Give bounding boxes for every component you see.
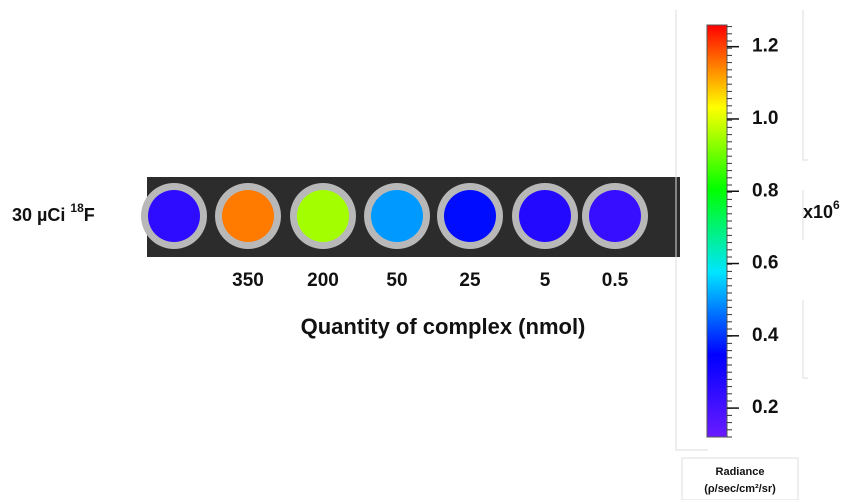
row-label-suffix: F [84, 205, 95, 225]
x-label: Quantity of complex (nmol) [301, 314, 586, 339]
well [148, 190, 200, 242]
colorbar-tick-label: 0.2 [752, 397, 778, 418]
well [444, 190, 496, 242]
colorbar-title: Radiance [716, 466, 765, 478]
colorbar-unit: (ρ/sec/cm²/sr) [704, 483, 776, 495]
x-tick-label: 5 [540, 270, 551, 291]
colorbar [707, 25, 727, 437]
multiplier: x106 [803, 198, 840, 222]
x-tick-label: 50 [386, 270, 407, 291]
colorbar-tick-label: 0.8 [752, 180, 778, 201]
row-label-sup: 18 [70, 201, 84, 215]
x-tick-label: 25 [459, 270, 481, 291]
colorbar-tick-label: 1.0 [752, 108, 778, 129]
x-tick-label: 0.5 [602, 270, 629, 291]
well [519, 190, 571, 242]
multiplier-base: x10 [803, 202, 833, 222]
x-tick-label: 200 [307, 270, 339, 291]
well [222, 190, 274, 242]
colorbar-tick-label: 0.4 [752, 325, 779, 346]
figure: 30 µCi 18F Quantity of complex (nmol) x1… [0, 0, 865, 500]
frame-lines [676, 10, 808, 450]
multiplier-exp: 6 [833, 198, 840, 212]
colorbar-tick-label: 1.2 [752, 36, 778, 57]
x-tick-label: 350 [232, 270, 264, 291]
well [371, 190, 423, 242]
colorbar-tick-label: 0.6 [752, 253, 778, 274]
well [589, 190, 641, 242]
well [297, 190, 349, 242]
row-label: 30 µCi 18F [12, 201, 95, 225]
row-label-text: 30 µCi [12, 205, 70, 225]
